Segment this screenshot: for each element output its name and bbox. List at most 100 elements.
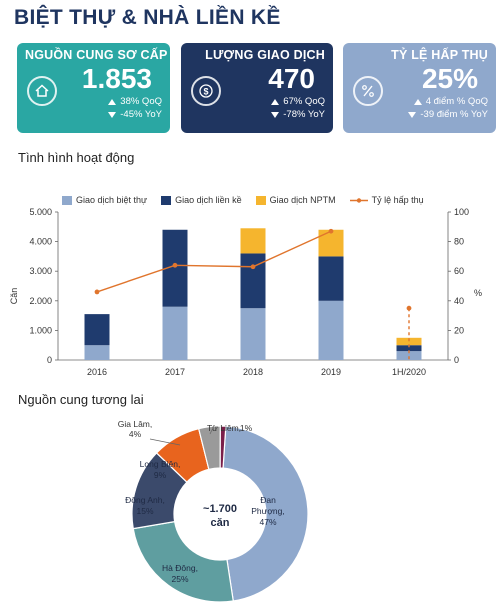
y-right-axis-label: % [474,288,482,298]
legend-line-swatch [349,197,368,203]
card-value: 1.853 [81,63,152,94]
card-transactions: LƯỢNG GIAO DỊCH 470 67% QoQ -78% YoY $ [181,43,333,133]
absorption-rate-point [406,305,412,311]
absorption-rate-point [94,289,100,295]
donut-center-value: ~1.700 [203,503,237,515]
donut-center-unit: căn [211,517,230,529]
card-yoy: -78% YoY [283,109,325,120]
legend-label: Giao dịch liền kề [175,195,242,205]
legend-swatch [62,195,72,205]
bar-chart: 0 1.000 2.000 3.000 4.000 5.000 0 20 40 60 80 100 Că… [9,207,482,377]
leader-line [209,425,215,435]
y-tick-label: 3.000 [29,266,52,276]
bar-segment-1 [84,345,110,360]
arrow-down-icon [408,111,417,118]
legend-swatch [255,195,266,205]
arrow-down-icon [108,111,117,118]
bar-segment-3 [240,228,266,254]
card-label: TỶ LỆ HẤP THỤ [391,48,488,62]
bar-segment-2 [240,253,266,309]
y-tick-label: 1.000 [29,325,52,335]
svg-text:$: $ [203,87,208,97]
slice-label: Phượng, [251,506,284,516]
slice-label: Gia Lâm, [118,419,153,429]
y-right-tick-label: 80 [454,237,464,247]
y-tick-label: 2.000 [29,296,52,306]
slice-label: Đông Anh, [125,495,165,505]
bar-segment-3 [318,229,344,257]
absorption-rate-point [328,228,334,234]
section-title-future-supply: Nguồn cung tương lai [18,392,144,407]
dollar-coin-icon: $ [191,76,221,106]
slice-pct-label: 9% [154,470,167,480]
arrow-up-icon [108,98,117,105]
legend-label: Giao dịch NPTM [269,195,336,205]
x-tick-label: 2018 [243,367,263,377]
bar-segment-2 [318,256,344,301]
y-right-tick-label: 0 [454,355,459,365]
donut-slice [222,425,309,602]
slice-label: Long Biên, [140,459,181,469]
leader-line [149,438,181,446]
absorption-rate-point [250,264,256,270]
bar-segment-1 [318,300,344,360]
slice-label: Đan [260,495,276,505]
house-icon [27,76,57,106]
slice-label: Từ Liêm, [207,423,241,433]
legend-item: Giao dịch biệt thự [62,195,147,205]
y-tick-label: 0 [47,355,52,365]
legend-item: Tỷ lệ hấp thụ [349,195,424,205]
section-title-activity: Tình hình hoạt động [18,150,135,165]
bar-segment-3 [396,337,422,346]
legend-label: Tỷ lệ hấp thụ [371,195,424,205]
x-tick-label: 2019 [321,367,341,377]
chart-legend: Giao dịch biệt thự Giao dịch liền kề Gia… [62,195,482,205]
card-label: LƯỢNG GIAO DỊCH [205,48,325,62]
absorption-rate-point [172,262,178,268]
absorption-rate-line [96,230,332,293]
percent-icon [353,76,383,106]
y-tick-label: 4.000 [29,237,52,247]
bar-segment-1 [162,306,188,360]
card-label: NGUỒN CUNG SƠ CẤP [25,48,168,62]
bar-segment-2 [396,345,422,352]
slice-pct-label: 47% [259,517,276,527]
x-tick-label: 1H/2020 [392,367,426,377]
x-tick-label: 2017 [165,367,185,377]
card-absorption-rate: TỶ LỆ HẤP THỤ 25% 4 điểm % QoQ -39 điểm … [343,43,496,133]
y-right-tick-label: 20 [454,325,464,335]
card-qoq: 38% QoQ [120,96,162,107]
card-yoy: -39 điểm % YoY [420,109,488,120]
slice-pct-label: 4% [129,429,142,439]
y-right-tick-label: 60 [454,266,464,276]
legend-swatch [161,195,172,205]
bar-segment-2 [84,314,110,346]
legend-label: Giao dịch biệt thự [76,195,148,205]
y-right-tick-label: 100 [454,207,469,217]
card-qoq: 67% QoQ [283,96,325,107]
slice-label: Hà Đông, [162,563,198,573]
bar-segment-1 [240,308,266,360]
x-tick-label: 2016 [87,367,107,377]
card-value: 470 [268,63,315,94]
arrow-down-icon [271,111,280,118]
card-primary-supply: NGUỒN CUNG SƠ CẤP 1.853 38% QoQ -45% YoY [17,43,170,133]
y-tick-label: 5.000 [29,207,52,217]
slice-pct-label: 25% [171,574,188,584]
y-right-tick-label: 40 [454,296,464,306]
slice-pct-label: 1% [240,423,253,433]
donut-slice [132,520,234,603]
card-value: 25% [421,63,478,94]
arrow-up-icon [271,98,280,105]
bar-segment-1 [396,351,422,360]
card-yoy: -45% YoY [120,109,162,120]
slice-pct-label: 15% [136,506,153,516]
page-title: BIỆT THỰ & NHÀ LIỀN KỀ [14,6,281,29]
arrow-up-icon [413,98,422,105]
legend-item: Giao dịch NPTM [255,195,336,205]
donut-slice [219,425,227,469]
y-axis-label: Căn [9,288,19,305]
legend-item: Giao dịch liền kề [161,195,242,205]
card-qoq: 4 điểm % QoQ [425,96,488,107]
